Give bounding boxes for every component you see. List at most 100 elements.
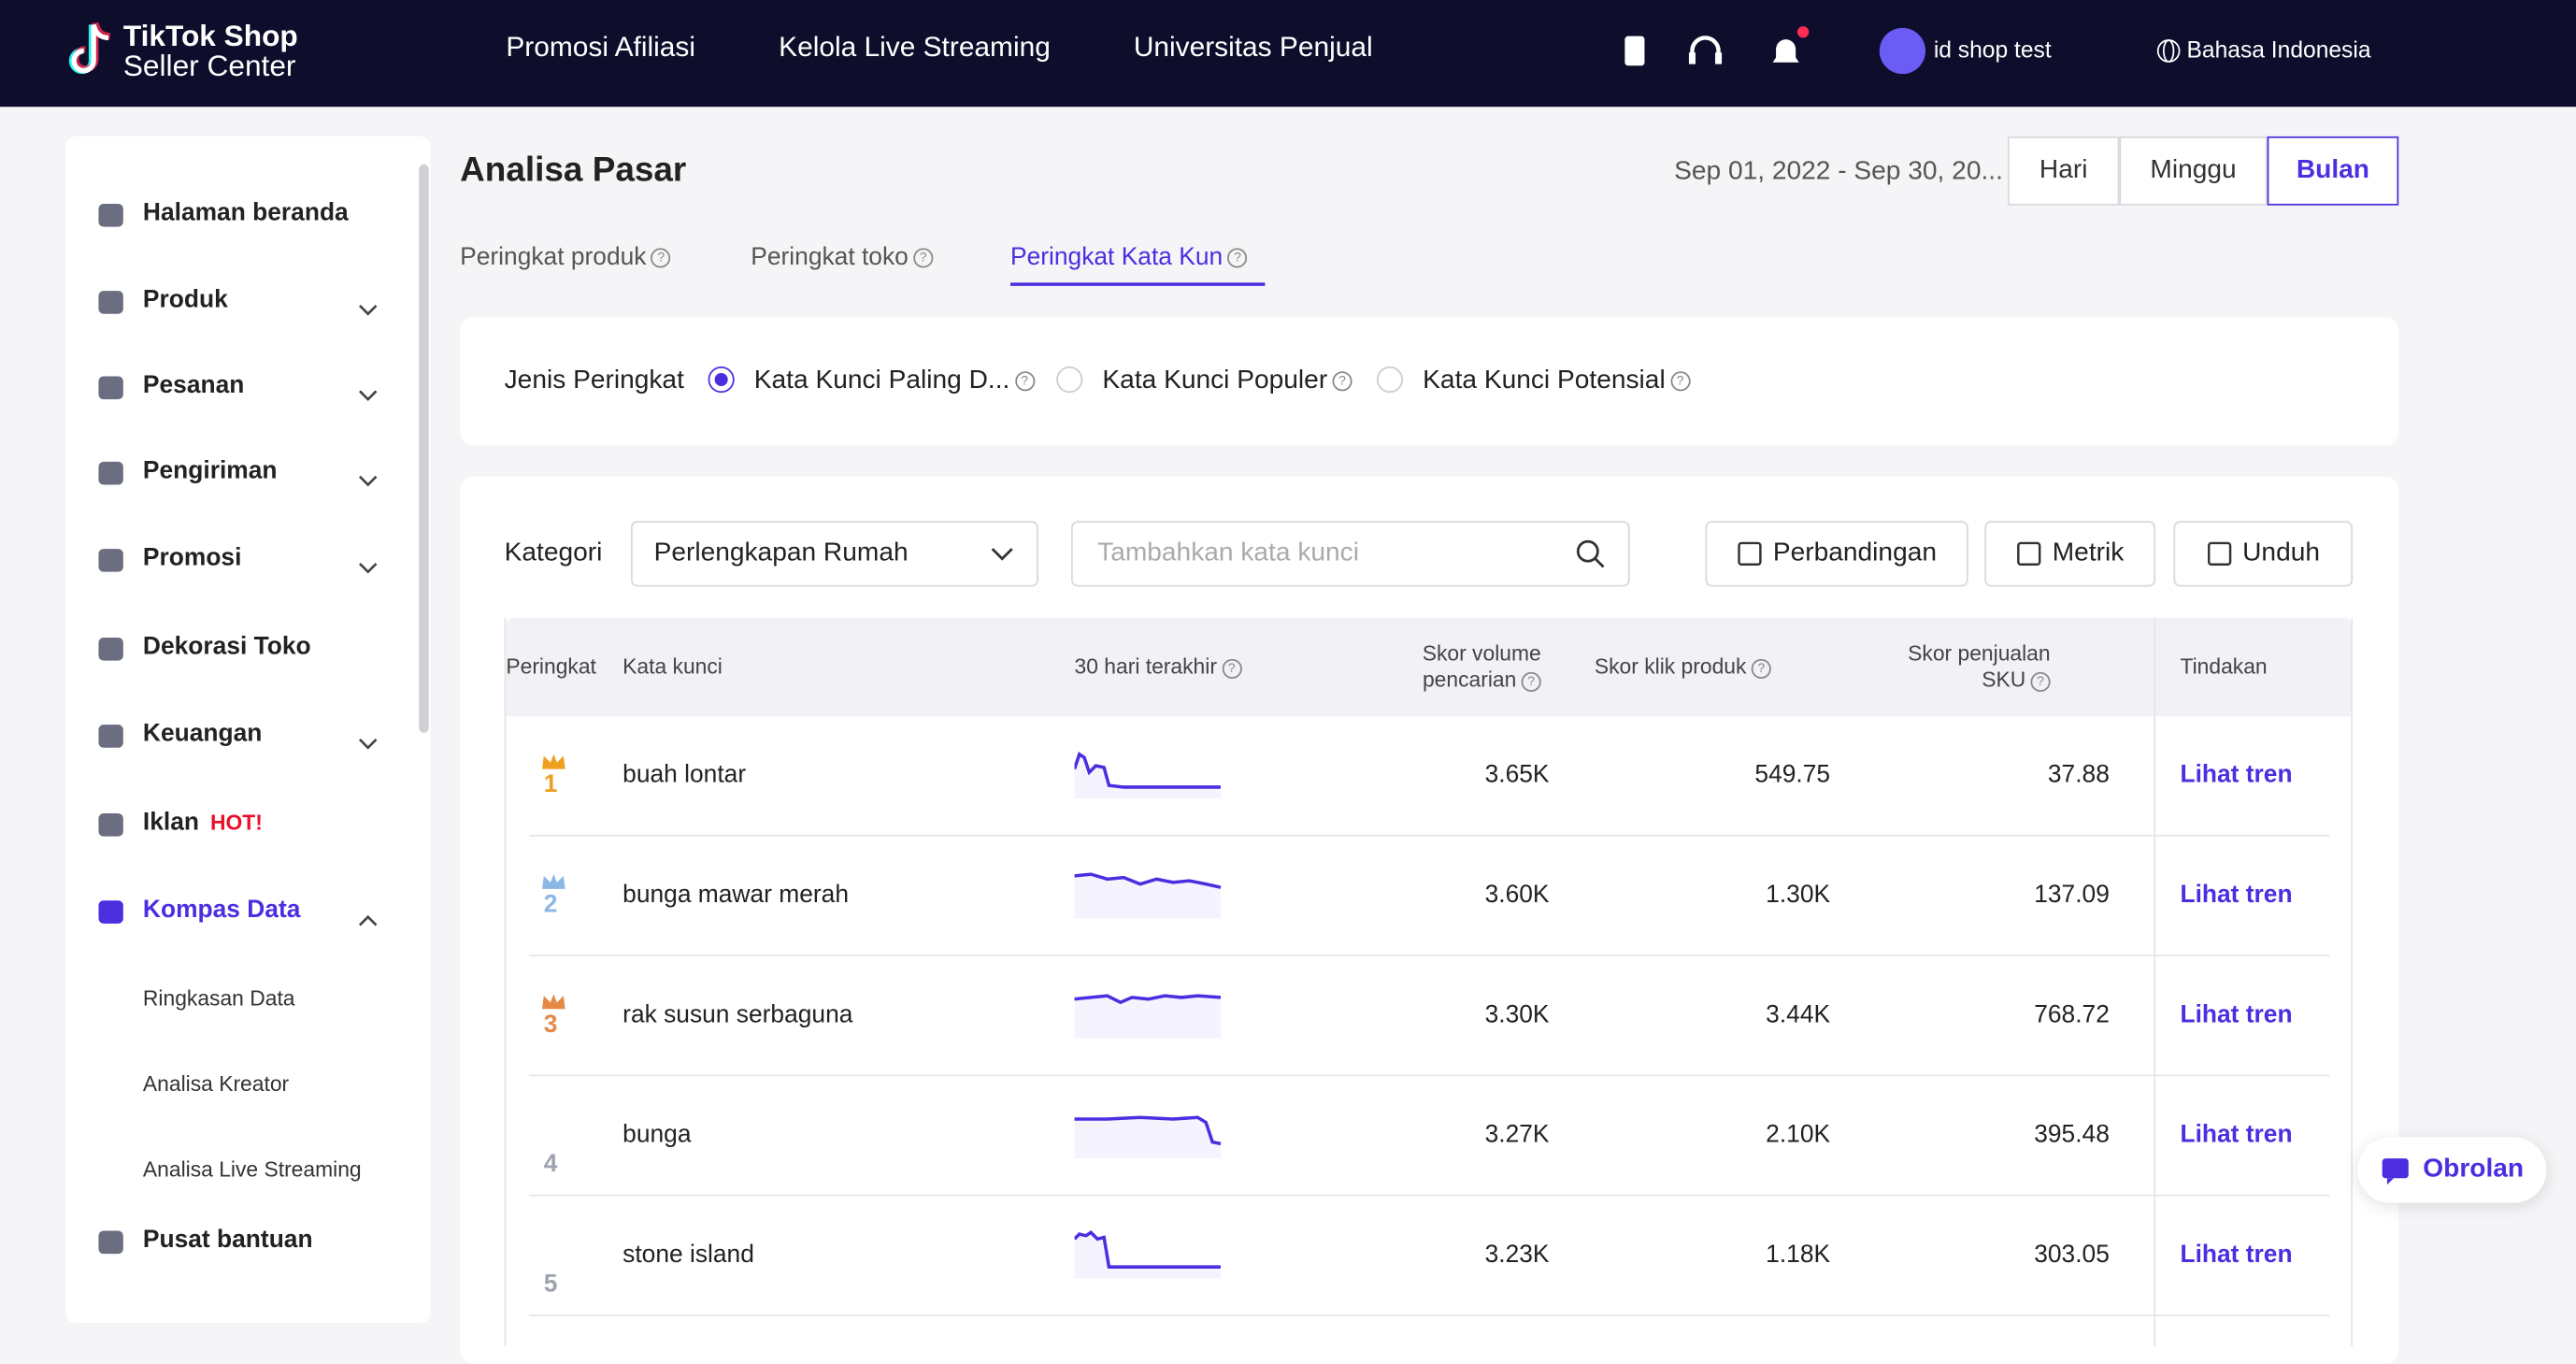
radio[interactable] bbox=[1056, 366, 1083, 394]
chat-button[interactable]: Obrolan bbox=[2357, 1137, 2547, 1203]
sidebar-label: Pengiriman bbox=[142, 456, 278, 485]
chevron bbox=[358, 553, 378, 583]
sidebar: Halaman beranda Produk Pesanan Pengiriman Pr… bbox=[65, 136, 431, 1323]
sidebar-item[interactable]: Keuangan bbox=[98, 720, 394, 753]
rank: 2 bbox=[543, 890, 558, 919]
period-button[interactable]: Hari bbox=[2007, 136, 2120, 206]
header-label: Skor klik produk bbox=[1594, 653, 1747, 679]
sidebar-item[interactable]: Pengiriman bbox=[98, 457, 394, 490]
sidebar-label: Dekorasi Toko bbox=[142, 632, 311, 661]
button-label: Unduh bbox=[2242, 538, 2321, 567]
table-header bbox=[506, 617, 2352, 717]
tab-underline bbox=[1009, 282, 1266, 286]
chevron bbox=[358, 467, 378, 496]
shop-name[interactable]: id shop test bbox=[1933, 36, 2052, 63]
sidebar-item[interactable]: Promosi bbox=[98, 544, 394, 577]
button-label: Metrik bbox=[2052, 538, 2125, 567]
category-select[interactable]: Perlengkapan Rumah bbox=[630, 521, 1038, 587]
chevron-icon bbox=[359, 914, 378, 926]
product-clicks: 1.18K bbox=[1766, 1241, 1831, 1269]
search-icon bbox=[1576, 539, 1605, 568]
search-input[interactable]: Tambahkan kata kunci bbox=[1071, 521, 1630, 587]
help-icon: ? bbox=[1521, 671, 1541, 692]
keyword: bunga mawar merah bbox=[623, 881, 849, 910]
sidebar-item[interactable]: Pesanan bbox=[98, 371, 394, 404]
product-clicks: 2.10K bbox=[1766, 1120, 1831, 1149]
sidebar-icon bbox=[98, 637, 123, 661]
action-button[interactable]: Metrik bbox=[1984, 521, 2156, 587]
help-icon: ? bbox=[913, 248, 934, 268]
search-placeholder: Tambahkan kata kunci bbox=[1097, 538, 1359, 567]
sku-sales: 768.72 bbox=[2034, 1000, 2110, 1029]
rank-type-label: Jenis Peringkat bbox=[504, 366, 684, 395]
view-trend-link[interactable]: Lihat tren bbox=[2180, 881, 2293, 910]
keyword: bunga bbox=[623, 1120, 692, 1149]
header: TikTok Shop Seller Center id shop test B… bbox=[0, 0, 2576, 108]
sidebar-item[interactable]: Produk bbox=[98, 286, 394, 319]
date-range[interactable]: Sep 01, 2022 - Sep 30, 20... bbox=[1674, 157, 2003, 186]
header-icons bbox=[1624, 36, 1799, 66]
action-button[interactable]: Unduh bbox=[2173, 521, 2354, 587]
chevron-icon bbox=[359, 475, 378, 487]
sidebar-item[interactable]: Iklan HOT! bbox=[98, 809, 394, 841]
chevron bbox=[358, 295, 378, 325]
search-volume: 3.65K bbox=[1484, 760, 1550, 789]
action-button[interactable]: Perbandingan bbox=[1705, 521, 1968, 587]
sidebar-subitem[interactable]: Analisa Live Streaming bbox=[142, 1156, 362, 1182]
sidebar-item[interactable]: Pusat bantuan bbox=[98, 1226, 394, 1258]
sidebar-icon bbox=[98, 291, 123, 314]
view-trend-link[interactable]: Lihat tren bbox=[2180, 760, 2293, 789]
sidebar-icon bbox=[98, 1230, 123, 1255]
tab[interactable]: Peringkat toko? bbox=[751, 243, 934, 271]
nav-item[interactable]: Universitas Penjual bbox=[1133, 31, 1373, 63]
trend-sparkline bbox=[1073, 1229, 1223, 1287]
button-label: Perbandingan bbox=[1772, 538, 1937, 567]
table-header-cell: Skor penjualan SKU? bbox=[1886, 641, 2051, 694]
sparkline bbox=[1074, 1115, 1222, 1159]
hot-badge: HOT! bbox=[209, 810, 263, 835]
rank: 4 bbox=[543, 1150, 558, 1179]
tab[interactable]: Peringkat produk? bbox=[460, 243, 671, 271]
trend-sparkline bbox=[1072, 750, 1223, 808]
nav-item[interactable]: Promosi Afiliasi bbox=[506, 31, 695, 63]
rank-type[interactable]: Kata Kunci Paling D...? bbox=[754, 366, 1035, 396]
tab[interactable]: Peringkat Kata Kun? bbox=[1010, 243, 1248, 271]
sku-sales: 303.05 bbox=[2034, 1241, 2110, 1269]
keyword: stone island bbox=[623, 1241, 754, 1269]
period-button[interactable]: Minggu bbox=[2119, 136, 2268, 206]
logo-line2: Seller Center bbox=[122, 49, 296, 82]
table-border bbox=[504, 617, 507, 1346]
sidebar-item[interactable]: Kompas Data bbox=[98, 896, 394, 928]
keyword: buah lontar bbox=[623, 760, 747, 789]
rank-type[interactable]: Kata Kunci Populer? bbox=[1102, 366, 1352, 396]
period-button[interactable]: Bulan bbox=[2267, 136, 2399, 206]
sparkline bbox=[1074, 994, 1222, 1039]
sidebar-label: Iklan bbox=[142, 808, 200, 837]
rank-type[interactable]: Kata Kunci Potensial? bbox=[1423, 366, 1691, 396]
tab-label: Peringkat Kata Kun bbox=[1009, 243, 1224, 272]
view-trend-link[interactable]: Lihat tren bbox=[2180, 1000, 2293, 1029]
column-divider bbox=[2154, 617, 2156, 1346]
header-label: Kata kunci bbox=[623, 653, 723, 679]
sidebar-subitem[interactable]: Analisa Kreator bbox=[142, 1071, 290, 1097]
view-trend-link[interactable]: Lihat tren bbox=[2180, 1120, 2293, 1149]
sidebar-item[interactable]: Halaman beranda bbox=[98, 199, 394, 232]
chevron-icon bbox=[359, 739, 378, 750]
radio[interactable] bbox=[1376, 366, 1404, 394]
radio[interactable] bbox=[708, 366, 735, 394]
rank: 5 bbox=[543, 1270, 558, 1299]
view-trend-link[interactable]: Lihat tren bbox=[2180, 1241, 2293, 1269]
language[interactable]: Bahasa Indonesia bbox=[2186, 36, 2371, 63]
trend-sparkline bbox=[1074, 989, 1223, 1047]
help-icon: ? bbox=[2030, 671, 2051, 692]
sidebar-subitem[interactable]: Ringkasan Data bbox=[142, 985, 295, 1011]
sidebar-icon bbox=[98, 813, 123, 837]
sidebar-label: Halaman beranda bbox=[142, 198, 349, 227]
crown-icon bbox=[540, 750, 566, 780]
crown bbox=[542, 994, 565, 1010]
sidebar-item[interactable]: Dekorasi Toko bbox=[98, 633, 394, 666]
crown bbox=[542, 754, 565, 769]
nav-item[interactable]: Kelola Live Streaming bbox=[779, 31, 1051, 63]
sidebar-label: Promosi bbox=[142, 543, 242, 572]
